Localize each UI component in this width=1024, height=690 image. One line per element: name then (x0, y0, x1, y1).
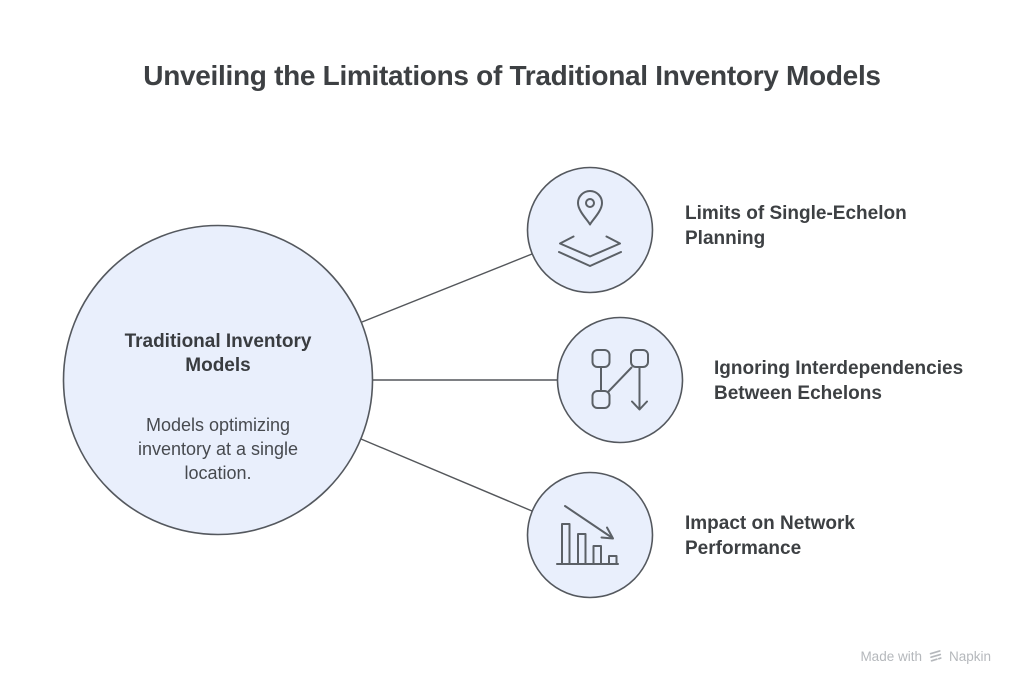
central-node-heading: Traditional Inventory Models (124, 331, 312, 376)
napkin-logo-icon (929, 650, 942, 662)
connector-line-bottom (360, 438, 533, 512)
node-label-network-performance: Impact on Network Performance (685, 513, 855, 559)
map-pin-layers-icon (558, 190, 622, 267)
node-label-single-echelon: Limits of Single-Echelon Planning (685, 203, 907, 249)
central-node-description: Models optimizing inventory at a single … (137, 415, 299, 483)
flowchart-down-arrow-icon (591, 349, 649, 411)
node-circle-network-performance (526, 471, 654, 599)
page-title: Unveiling the Limitations of Traditional… (143, 60, 881, 91)
watermark-prefix: Made with (860, 649, 922, 664)
central-node-circle (62, 224, 374, 536)
declining-bar-chart-icon (556, 505, 619, 565)
node-circle-single-echelon (526, 166, 654, 294)
connector-line-top (361, 253, 533, 323)
watermark-brand: Napkin (948, 649, 991, 664)
node-label-interdependencies: Ignoring Interdependencies Between Echel… (714, 358, 964, 404)
watermark: Made with Napkin (860, 649, 991, 664)
central-node-text: Traditional Inventory Models Models opti… (88, 312, 348, 503)
